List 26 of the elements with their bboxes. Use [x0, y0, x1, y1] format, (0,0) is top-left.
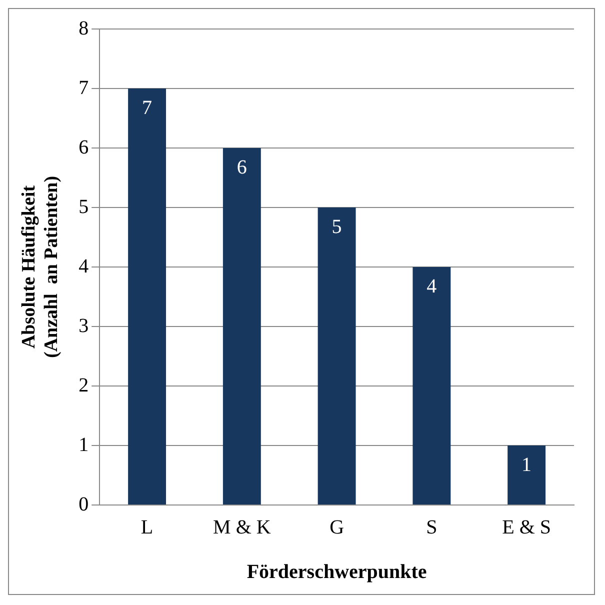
- data-label: 6: [236, 156, 247, 178]
- x-tick-label: S: [426, 516, 438, 538]
- x-tick-label: M & K: [213, 516, 272, 538]
- y-tick-label: 7: [78, 76, 89, 99]
- y-tick-label: 2: [78, 374, 89, 396]
- bar: [412, 267, 451, 504]
- bar: [318, 208, 356, 504]
- bar: [508, 446, 546, 504]
- y-axis-title: Absolute Häufigkeit (Anzahl an Patienten): [18, 176, 62, 358]
- x-axis-title: Förderschwerpunkte: [246, 561, 427, 584]
- data-label: 4: [426, 275, 437, 298]
- y-tick-label: 5: [78, 196, 89, 218]
- x-tick-label: L: [140, 516, 154, 538]
- bar: [222, 148, 261, 504]
- y-tick-label: 6: [78, 136, 89, 158]
- y-tick-label: 8: [78, 17, 89, 40]
- data-label: 5: [332, 216, 342, 238]
- y-tick-label: 0: [78, 493, 89, 516]
- x-tick-label: E & S: [502, 516, 552, 538]
- bar: [128, 88, 166, 504]
- y-tick-label: 1: [78, 434, 89, 456]
- data-label: 7: [142, 96, 152, 119]
- x-tick-label: G: [330, 516, 344, 538]
- y-tick-label: 4: [78, 255, 89, 278]
- y-tick-label: 3: [78, 314, 89, 337]
- data-label: 1: [522, 454, 532, 476]
